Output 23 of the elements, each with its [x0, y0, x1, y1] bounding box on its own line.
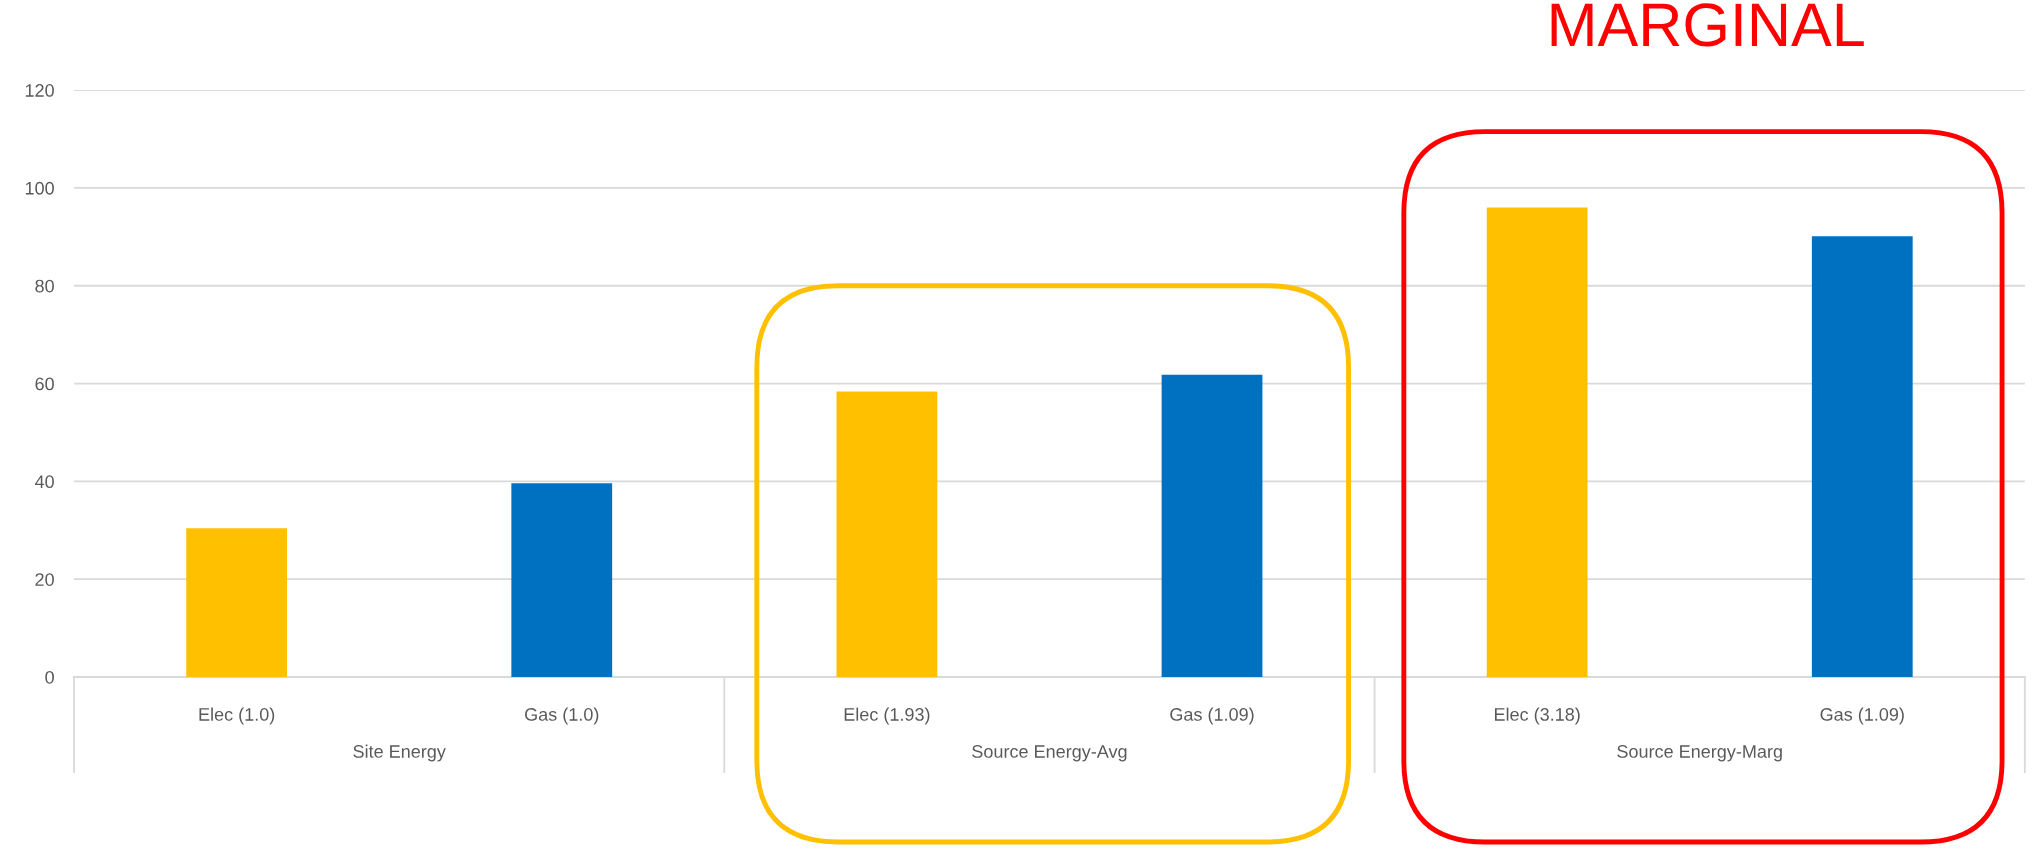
text: Site Energy [353, 744, 446, 762]
y-tick-label: 120 [25, 84, 54, 97]
y-tick-label: 0 [45, 670, 54, 684]
source-note: Source Energy-Marg [1617, 745, 1782, 762]
x-tick-label: Gas (1.09) [1170, 707, 1254, 725]
bar [511, 483, 613, 678]
x-tick-label: Elec (1.0) [199, 707, 275, 725]
x-tick-label: Gas (1.0) [525, 707, 599, 725]
y-tick-label: 60 [35, 377, 54, 391]
bar [1161, 374, 1263, 678]
text: MARGINAL [1551, 3, 1864, 47]
x-tick-label: Gas (1.09) [1820, 707, 1904, 725]
y-tick-label: 40 [34, 475, 54, 489]
bar [186, 528, 288, 678]
y-tick-label: 20 [35, 573, 54, 586]
bar [1811, 236, 1913, 678]
x-tick-label: Elec (3.18) [1494, 707, 1580, 725]
source-note: Source Energy-Avg [972, 745, 1127, 762]
bar [1486, 207, 1588, 678]
y-tick-label: 80 [35, 279, 54, 293]
y-tick-label: 100 [25, 181, 54, 195]
bar [836, 391, 938, 678]
x-tick-label: Elec (1.93) [844, 707, 930, 725]
